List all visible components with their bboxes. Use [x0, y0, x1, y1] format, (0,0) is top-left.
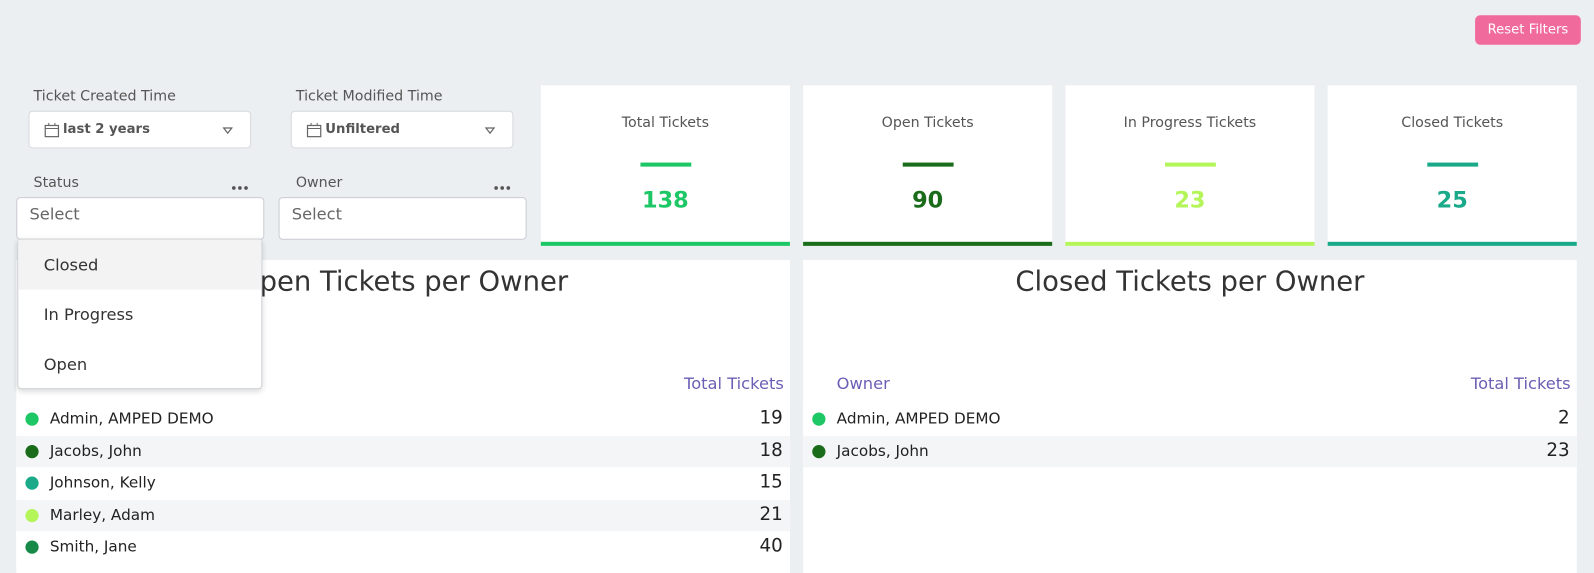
owner-name: Admin, AMPED DEMO [836, 409, 1001, 428]
table-title: Closed Tickets per Owner [1015, 266, 1365, 298]
kpi-bar [1327, 241, 1577, 246]
calendar-icon [44, 122, 60, 142]
kpi-accent [1165, 162, 1216, 167]
kpi-card: Open Tickets 90 [803, 85, 1053, 246]
owner-dot [25, 412, 39, 426]
owner-dot [812, 412, 826, 426]
date-filter-value: Unfiltered [325, 121, 401, 138]
owner-dot [25, 508, 39, 523]
kpi-bar [540, 241, 790, 246]
kpi-title: In Progress Tickets [1123, 114, 1257, 132]
owner-total: 15 [759, 471, 783, 493]
caret-icon [484, 124, 496, 139]
table-title: Open Tickets per Owner [237, 266, 569, 298]
filter-label: Owner [295, 174, 343, 192]
kpi-card: Total Tickets 138 [540, 85, 790, 246]
status-dropdown: Closed In Progress Open [17, 238, 263, 390]
select-box[interactable]: Select [16, 197, 265, 240]
date-filter[interactable]: Unfiltered [290, 110, 514, 149]
kpi-accent [640, 162, 692, 167]
kpi-title: Closed Tickets [1401, 114, 1504, 132]
table-row: Smith, Jane 40 [16, 531, 790, 564]
caret-icon [222, 124, 234, 139]
filter-label: Ticket Created Time [33, 88, 176, 105]
table-row: Jacobs, John 23 [803, 435, 1577, 467]
kpi-card: Closed Tickets 25 [1327, 85, 1577, 246]
owner-name: Smith, Jane [49, 537, 137, 557]
owner-name: Jacobs, John [836, 441, 929, 460]
dropdown-option[interactable]: Closed [18, 239, 262, 290]
kpi-accent [1427, 162, 1479, 167]
kpi-value: 25 [1436, 187, 1468, 214]
table-row: Johnson, Kelly 15 [16, 467, 790, 500]
column-header: Total Tickets [684, 373, 784, 394]
column-header: Total Tickets [1470, 373, 1571, 394]
table-row: Admin, AMPED DEMO 2 [803, 403, 1577, 435]
owner-dot [25, 444, 39, 458]
owner-total: 40 [759, 535, 783, 558]
owner-dot [812, 444, 826, 458]
filter-label: Ticket Modified Time [295, 88, 443, 105]
dropdown-option[interactable]: In Progress [43, 304, 134, 325]
owner-total: 18 [759, 439, 783, 461]
table-row: Jacobs, John 18 [16, 435, 790, 467]
date-filter-value: last 2 years [63, 121, 150, 138]
owner-dot [25, 476, 39, 490]
table-panel: Closed Tickets per Owner Owner Total Ticke… [803, 260, 1577, 573]
kpi-value: 23 [1174, 187, 1206, 214]
owner-total: 19 [759, 407, 783, 429]
owner-total: 23 [1546, 439, 1570, 461]
kpi-card: In Progress Tickets 23 [1065, 85, 1315, 246]
select-box[interactable]: Select [278, 197, 527, 240]
kpi-accent [902, 162, 954, 167]
owner-name: Johnson, Kelly [49, 473, 156, 492]
kpi-value: 90 [912, 187, 944, 214]
date-filter[interactable]: last 2 years [28, 110, 252, 149]
column-header: Owner [836, 373, 890, 394]
dropdown-option[interactable]: Open [43, 354, 88, 374]
kpi-bar [803, 241, 1053, 246]
kpi-title: Total Tickets [621, 114, 709, 132]
owner-total: 2 [1557, 407, 1570, 429]
table-row: Marley, Adam 21 [16, 499, 790, 532]
owner-name: Jacobs, John [49, 441, 142, 460]
table-row: Admin, AMPED DEMO 19 [16, 403, 790, 435]
filter-label: Status [33, 174, 79, 192]
owner-dot [25, 540, 39, 555]
kpi-bar [1065, 241, 1315, 246]
kpi-value: 138 [642, 187, 689, 214]
owner-name: Marley, Adam [49, 505, 155, 525]
kpi-title: Open Tickets [881, 114, 974, 132]
calendar-icon [306, 122, 322, 142]
owner-total: 21 [759, 503, 783, 526]
more-icon [493, 176, 511, 195]
reset-filters-button[interactable]: Reset Filters [1475, 15, 1581, 45]
more-icon [231, 176, 249, 195]
owner-name: Admin, AMPED DEMO [49, 409, 214, 428]
